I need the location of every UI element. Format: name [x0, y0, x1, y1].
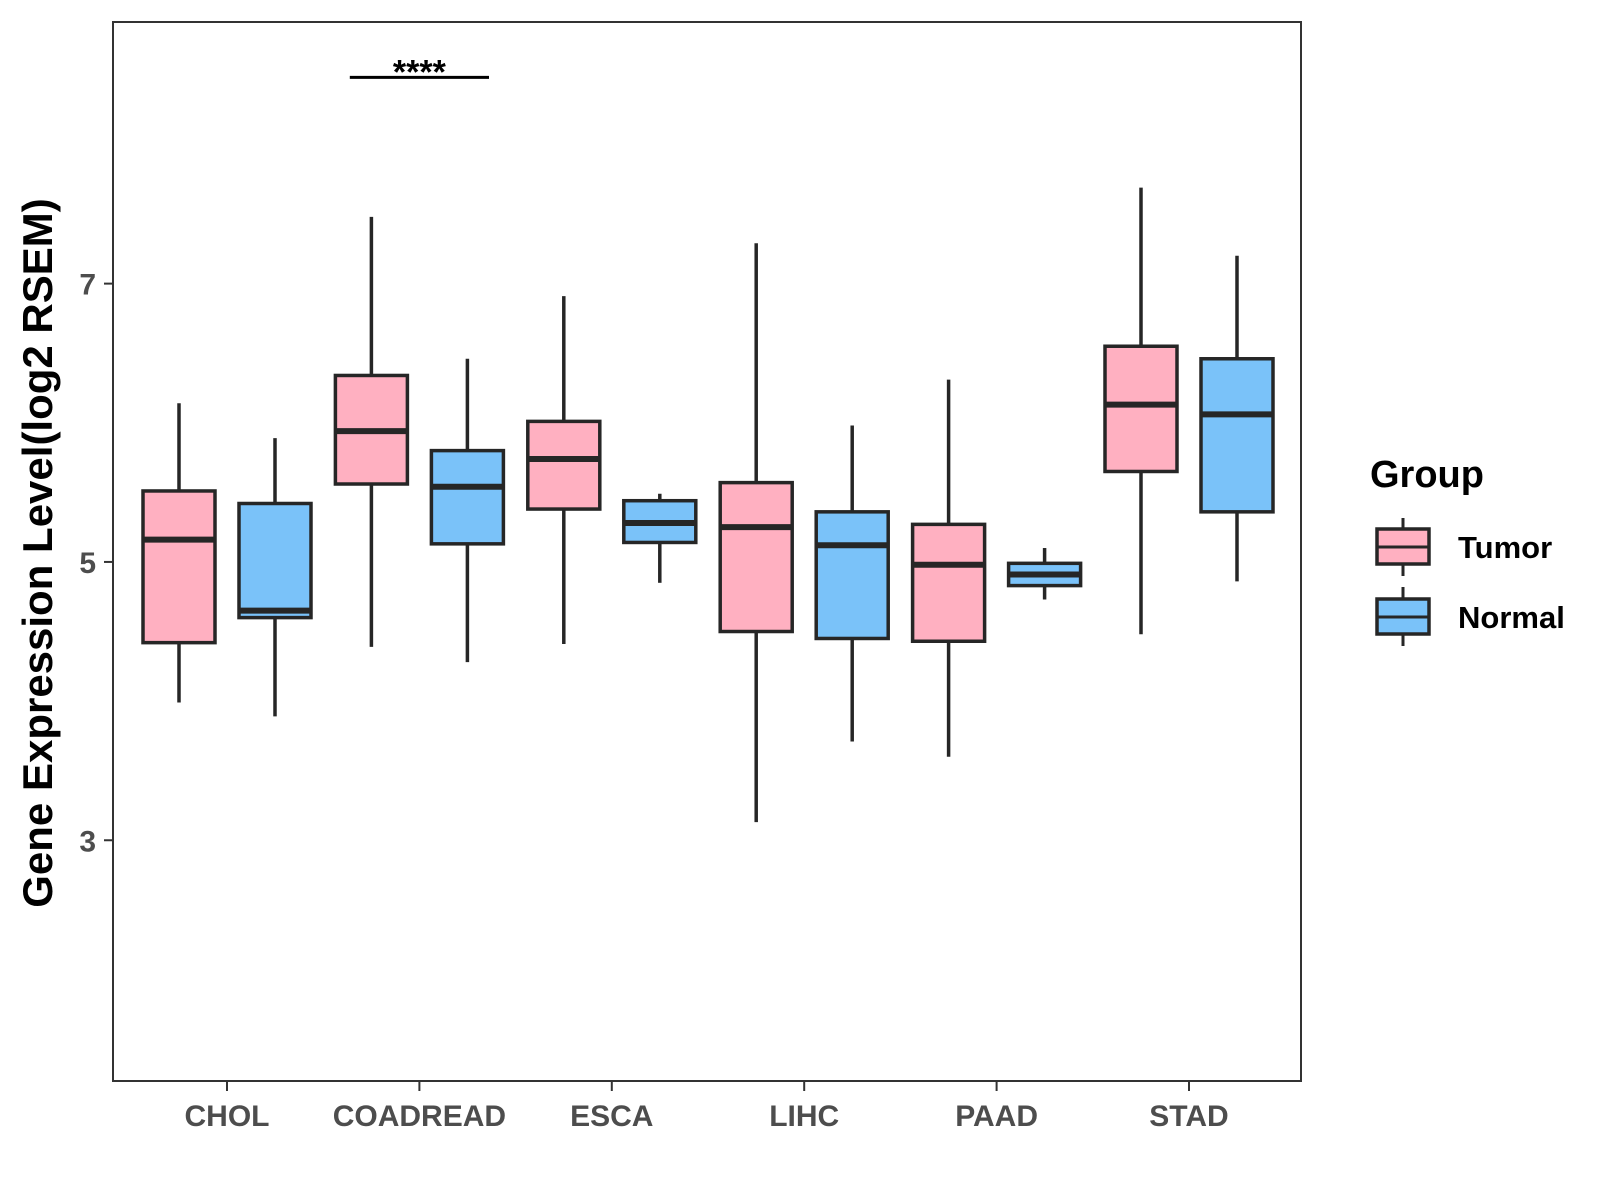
- x-tick-label-coadread: COADREAD: [333, 1100, 506, 1133]
- x-axis: CHOL COADREAD ESCA LIHC PAAD STAD: [185, 1081, 1229, 1133]
- box-chol-normal-iqr: [237, 501, 313, 620]
- legend-label-tumor: Tumor: [1458, 530, 1552, 565]
- box-lihc-normal: [814, 425, 890, 742]
- legend: Group Tumor Normal: [1370, 454, 1565, 646]
- box-stad-normal-iqr: [1199, 357, 1275, 514]
- box-esca-normal: [622, 493, 698, 583]
- legend-title: Group: [1370, 454, 1484, 496]
- y-tick-label-5: 5: [79, 547, 96, 580]
- box-coadread-normal-iqr: [429, 448, 506, 546]
- box-chol-tumor: [141, 403, 217, 703]
- box-coadread-tumor: [333, 216, 410, 647]
- x-tick-label-paad: PAAD: [955, 1100, 1038, 1133]
- box-stad-tumor-iqr: [1103, 344, 1179, 474]
- legend-label-normal: Normal: [1458, 600, 1565, 635]
- x-tick-label-lihc: LIHC: [769, 1100, 839, 1133]
- box-esca-tumor-iqr: [526, 419, 602, 511]
- box-stad-tumor: [1103, 187, 1179, 635]
- boxes-layer: [141, 187, 1275, 823]
- box-stad-normal: [1199, 255, 1275, 582]
- x-tick-label-esca: ESCA: [570, 1100, 653, 1133]
- plot-panel-border: [112, 21, 1302, 1082]
- box-paad-normal: [1006, 548, 1083, 600]
- box-coadread-normal: [429, 358, 506, 663]
- y-tick-label-7: 7: [79, 269, 96, 302]
- y-axis-title: Gene Expression Level(log2 RSEM): [14, 198, 61, 908]
- y-axis: 3 5 7: [79, 269, 113, 858]
- box-paad-tumor-iqr: [910, 522, 987, 644]
- box-lihc-normal-iqr: [814, 510, 890, 641]
- box-esca-tumor: [526, 296, 602, 645]
- x-tick-label-stad: STAD: [1149, 1100, 1228, 1133]
- box-lihc-tumor: [718, 243, 794, 823]
- y-tick-label-3: 3: [79, 825, 96, 858]
- box-paad-tumor: [910, 379, 987, 757]
- x-tick-label-chol: CHOL: [185, 1100, 270, 1133]
- box-chol-tumor-iqr: [141, 489, 217, 645]
- legend-key-tumor: [1375, 518, 1431, 576]
- box-lihc-tumor-iqr: [718, 480, 794, 634]
- significance-annotations: ****: [349, 53, 489, 91]
- significance-label-coadread: ****: [393, 53, 447, 91]
- legend-key-normal: [1375, 587, 1431, 646]
- box-chol-normal: [237, 438, 313, 717]
